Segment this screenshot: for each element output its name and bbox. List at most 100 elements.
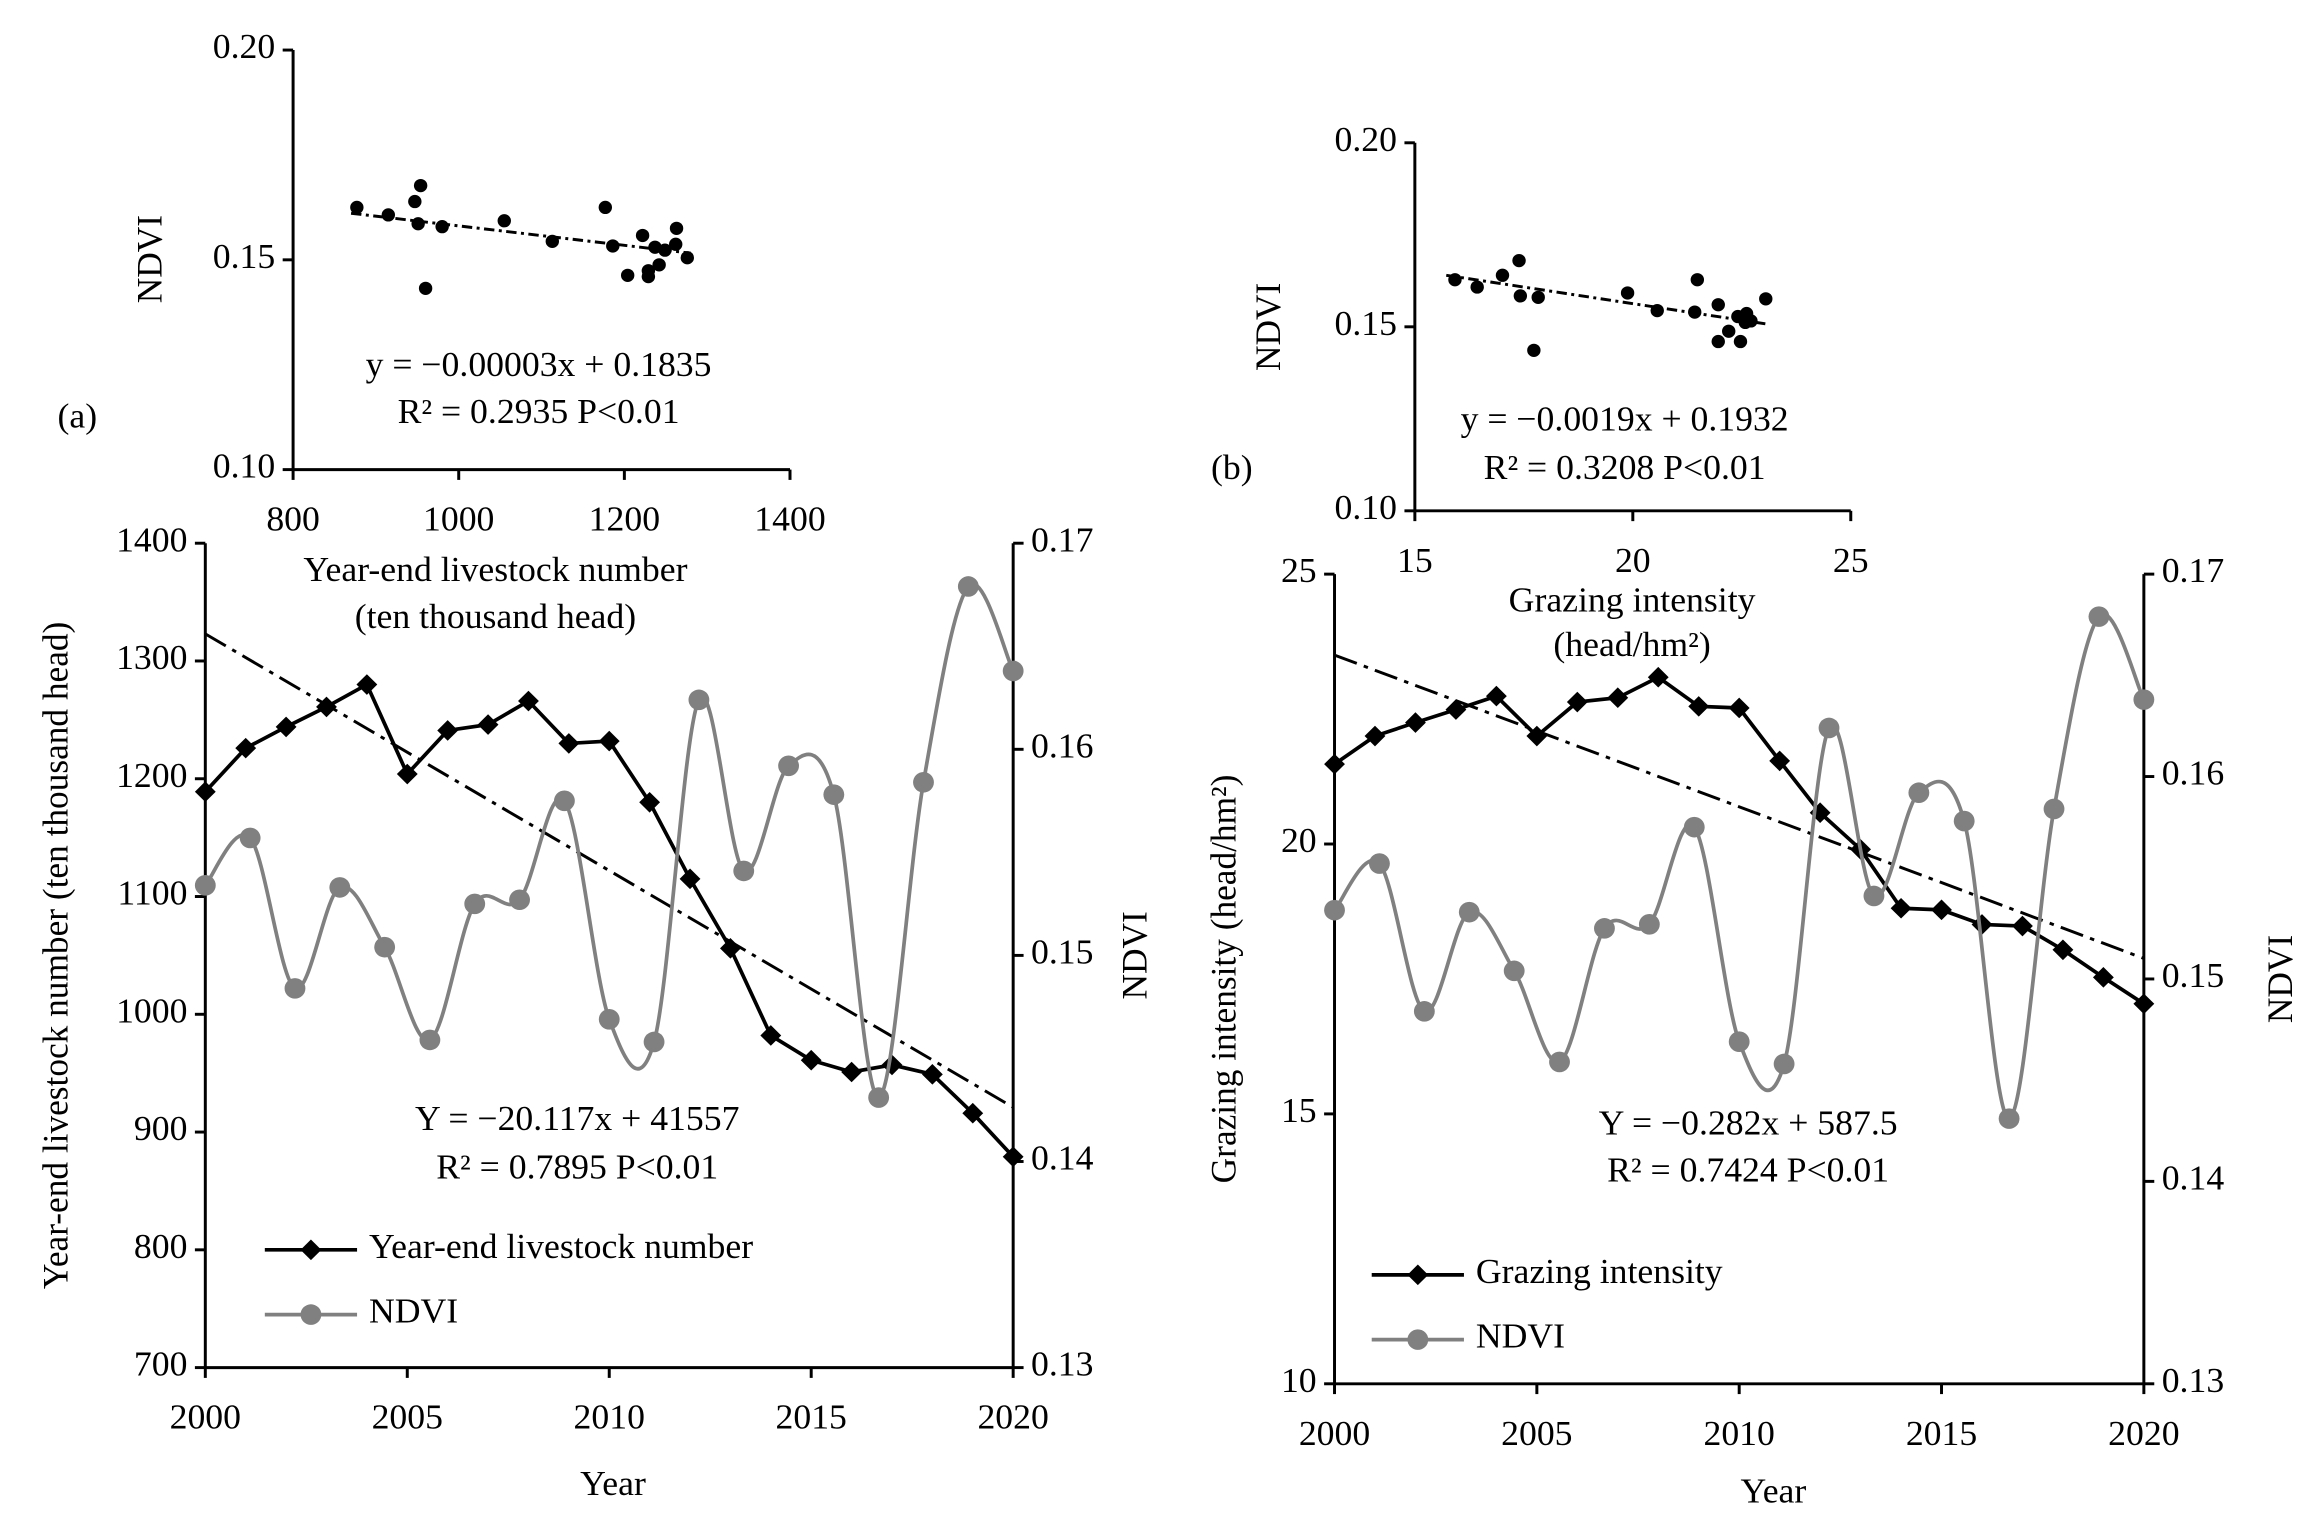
x-tick-label: 20 bbox=[1615, 540, 1651, 580]
point bbox=[2043, 798, 2065, 820]
x-axis-label: (ten thousand head) bbox=[355, 596, 636, 636]
x-tick-label: 2020 bbox=[977, 1397, 1048, 1437]
point bbox=[413, 178, 428, 193]
point bbox=[418, 281, 433, 295]
point bbox=[1818, 717, 1840, 739]
y-tick-label: 0.15 bbox=[1335, 303, 1397, 343]
point bbox=[2012, 915, 2033, 937]
point bbox=[350, 200, 364, 215]
point bbox=[598, 200, 613, 215]
point bbox=[598, 1008, 620, 1030]
point bbox=[381, 208, 396, 222]
y-tick-label: 1300 bbox=[116, 637, 187, 677]
point bbox=[1324, 753, 1345, 775]
legend-label: Grazing intensity bbox=[1476, 1251, 1723, 1291]
point bbox=[1607, 687, 1629, 709]
point bbox=[2133, 689, 2155, 710]
point bbox=[913, 771, 934, 793]
point bbox=[194, 781, 216, 803]
y-tick-label: 0.20 bbox=[1335, 119, 1397, 159]
point bbox=[509, 889, 530, 911]
point bbox=[396, 763, 418, 785]
point bbox=[688, 689, 710, 711]
y-tick-label: 800 bbox=[134, 1226, 188, 1266]
y2-tick-label: 0.13 bbox=[2162, 1360, 2224, 1400]
point bbox=[1566, 691, 1588, 713]
x-tick-label: 2015 bbox=[1906, 1413, 1977, 1453]
x-axis-label: Grazing intensity bbox=[1509, 580, 1756, 620]
legend-marker bbox=[1407, 1264, 1429, 1286]
point bbox=[194, 875, 216, 896]
y-tick-label: 1200 bbox=[116, 755, 187, 795]
point bbox=[1728, 697, 1750, 719]
y-axis-label: Grazing intensity (head/hm²) bbox=[1203, 775, 1243, 1184]
y-tick-label: 0.10 bbox=[1335, 487, 1397, 527]
x-tick-label: 1400 bbox=[754, 499, 825, 539]
point bbox=[823, 784, 845, 805]
x-tick-label: 2005 bbox=[372, 1397, 443, 1437]
y-tick-label: 900 bbox=[134, 1108, 188, 1148]
y-tick-label: 0.10 bbox=[213, 446, 275, 486]
y-axis-label: NDVI bbox=[129, 215, 169, 303]
point bbox=[679, 868, 701, 890]
trend-line bbox=[204, 632, 1014, 1109]
y2-axis-label: NDVI bbox=[2260, 935, 2300, 1023]
equation: R² = 0.7424 P<0.01 bbox=[1607, 1150, 1889, 1190]
point bbox=[553, 790, 575, 812]
x-axis-label: Year-end livestock number bbox=[303, 549, 687, 589]
point bbox=[598, 730, 620, 752]
point bbox=[620, 268, 635, 282]
point bbox=[1650, 303, 1664, 318]
x-tick-label: 2010 bbox=[574, 1397, 645, 1437]
point bbox=[374, 936, 396, 958]
point bbox=[2092, 967, 2114, 988]
point bbox=[1413, 1001, 1435, 1022]
x-tick-label: 2000 bbox=[170, 1397, 241, 1437]
y-tick-label: 10 bbox=[1281, 1360, 1317, 1400]
point bbox=[356, 674, 378, 695]
y2-tick-label: 0.16 bbox=[1031, 726, 1093, 766]
point bbox=[1513, 289, 1528, 303]
point bbox=[1527, 343, 1541, 357]
y2-tick-label: 0.17 bbox=[2162, 550, 2224, 590]
point bbox=[641, 264, 656, 278]
point bbox=[1364, 725, 1386, 747]
legend-marker bbox=[1407, 1329, 1429, 1350]
y-tick-label: 1400 bbox=[116, 519, 187, 559]
point bbox=[957, 576, 979, 597]
point bbox=[1549, 1051, 1570, 1073]
x-tick-label: 800 bbox=[266, 499, 320, 539]
point bbox=[639, 791, 661, 813]
point bbox=[239, 827, 261, 849]
point bbox=[1503, 960, 1525, 982]
point bbox=[1512, 253, 1526, 268]
point bbox=[545, 234, 560, 248]
y2-axis-label: NDVI bbox=[1114, 911, 1154, 999]
y-axis-label: NDVI bbox=[1248, 283, 1288, 371]
point bbox=[1470, 280, 1484, 294]
point bbox=[1773, 1053, 1795, 1075]
point bbox=[1405, 712, 1426, 733]
point bbox=[1711, 298, 1725, 312]
point bbox=[518, 690, 539, 712]
point bbox=[1526, 725, 1548, 747]
point bbox=[606, 239, 620, 253]
point bbox=[435, 220, 449, 234]
point bbox=[1688, 305, 1702, 319]
point bbox=[1863, 885, 1885, 907]
point bbox=[760, 1025, 782, 1046]
point bbox=[1369, 853, 1390, 874]
point bbox=[477, 714, 499, 735]
x-tick-label: 1000 bbox=[423, 499, 494, 539]
point bbox=[411, 217, 425, 231]
equation: R² = 0.7895 P<0.01 bbox=[436, 1147, 718, 1187]
x-tick-label: 2000 bbox=[1299, 1413, 1370, 1453]
y2-tick-label: 0.16 bbox=[2162, 753, 2224, 793]
point bbox=[1531, 290, 1545, 304]
point bbox=[868, 1087, 890, 1108]
point bbox=[921, 1064, 943, 1085]
point bbox=[1458, 901, 1480, 923]
legend-marker bbox=[300, 1304, 322, 1325]
x-axis-label: Year bbox=[1741, 1470, 1807, 1510]
